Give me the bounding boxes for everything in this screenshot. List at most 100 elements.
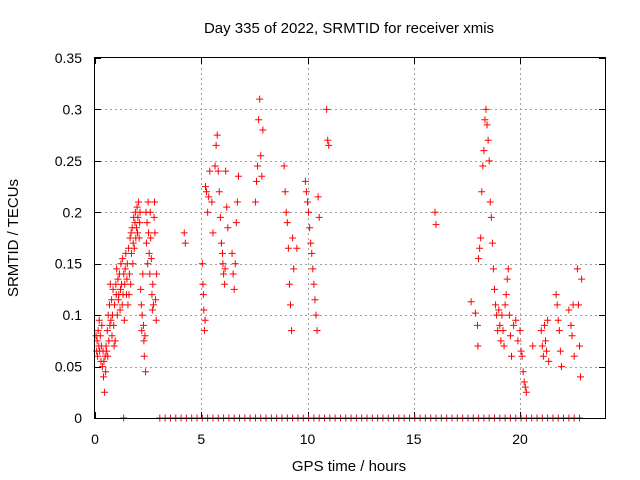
data-point	[498, 311, 506, 319]
data-point	[573, 265, 581, 273]
data-point	[181, 239, 189, 247]
grid	[95, 58, 605, 418]
data-point	[484, 136, 492, 144]
data-point	[211, 162, 219, 170]
data-point	[137, 285, 145, 293]
data-point	[102, 342, 110, 350]
data-point	[480, 147, 488, 155]
data-point	[110, 321, 118, 329]
data-point	[213, 131, 221, 139]
data-point	[488, 239, 496, 247]
data-point	[231, 260, 239, 268]
data-point	[139, 321, 147, 329]
data-point	[209, 229, 217, 237]
data-point	[125, 291, 133, 299]
data-point	[147, 234, 155, 242]
data-point	[109, 285, 117, 293]
data-point	[499, 327, 507, 335]
data-point	[151, 198, 158, 206]
data-point	[256, 95, 264, 103]
data-point	[135, 198, 143, 206]
data-point	[139, 270, 147, 278]
data-point	[432, 221, 440, 229]
data-point	[529, 342, 537, 350]
data-point	[477, 234, 485, 242]
data-point	[324, 136, 332, 144]
data-point	[203, 188, 211, 196]
data-point	[221, 280, 229, 288]
data-point	[149, 280, 157, 288]
data-point	[557, 363, 565, 371]
data-point	[485, 157, 493, 165]
data-point	[148, 306, 156, 314]
data-point	[474, 342, 482, 350]
data-point	[486, 198, 494, 206]
data-point	[545, 357, 553, 365]
data-point	[219, 249, 226, 257]
data-point	[542, 337, 549, 345]
data-point	[135, 234, 143, 242]
data-point	[304, 198, 311, 206]
data-point	[293, 244, 301, 252]
data-point	[117, 260, 125, 268]
data-point	[152, 316, 160, 324]
y-tick-label: 0.25	[55, 153, 82, 169]
data-point	[129, 260, 137, 268]
data-point	[521, 383, 529, 391]
data-point	[555, 327, 563, 335]
data-point	[228, 249, 236, 257]
y-tick-label: 0	[74, 410, 82, 426]
data-point	[518, 352, 526, 360]
data-point	[212, 141, 220, 149]
data-point	[282, 208, 290, 216]
data-point	[214, 167, 222, 175]
data-point	[114, 275, 122, 283]
data-point	[478, 188, 486, 196]
data-point	[280, 162, 288, 170]
data-point	[568, 332, 576, 340]
data-point	[479, 162, 487, 170]
data-point	[150, 213, 158, 221]
data-point	[482, 105, 490, 113]
data-point	[313, 327, 321, 335]
data-point	[290, 265, 298, 273]
y-axis-title: SRMTID / TECUs	[5, 179, 22, 297]
data-point	[576, 342, 583, 350]
data-point	[117, 285, 124, 293]
data-point	[149, 301, 157, 309]
y-tick-label: 0.35	[55, 50, 82, 66]
y-tick-label: 0.2	[63, 204, 83, 220]
data-point	[556, 347, 564, 355]
data-point	[565, 306, 573, 314]
data-point	[305, 208, 313, 216]
data-point	[540, 321, 548, 329]
data-point	[224, 224, 232, 232]
y-tick-label: 0.05	[55, 359, 82, 375]
data-point	[102, 368, 110, 376]
data-point	[502, 291, 510, 299]
data-point	[152, 296, 160, 304]
data-point	[121, 280, 129, 288]
data-point	[312, 311, 320, 319]
data-point	[134, 229, 141, 237]
data-point	[116, 306, 124, 314]
data-point	[103, 327, 111, 335]
data-point	[578, 275, 586, 283]
data-point	[308, 249, 316, 257]
data-point	[287, 301, 294, 309]
data-point	[288, 327, 296, 335]
data-point	[222, 167, 230, 175]
data-point	[283, 219, 291, 227]
data-point	[519, 368, 527, 376]
data-point	[520, 378, 528, 386]
data-point	[199, 291, 207, 299]
data-point	[129, 239, 137, 247]
data-point	[98, 363, 106, 371]
y-tick-label: 0.1	[63, 307, 83, 323]
data-point	[232, 219, 240, 227]
data-point	[108, 296, 116, 304]
data-point	[311, 296, 319, 304]
data-point	[516, 327, 524, 335]
data-point	[100, 373, 107, 381]
